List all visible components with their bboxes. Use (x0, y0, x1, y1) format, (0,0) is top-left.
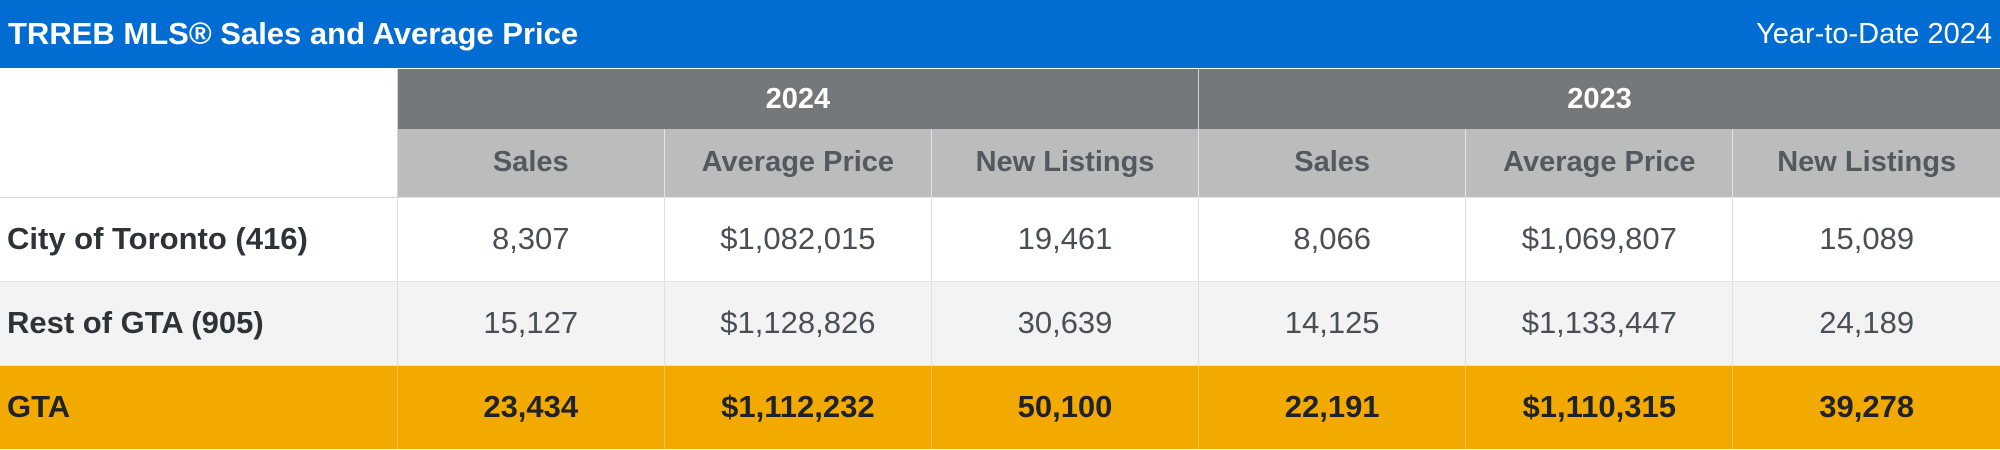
column-header-new-listings: New Listings (1732, 129, 2000, 197)
period-label: Year-to-Date 2024 (1756, 17, 1992, 50)
cell-new-listings-2023: 24,189 (1732, 280, 2000, 365)
column-header-average-price: Average Price (1465, 129, 1733, 197)
cell-sales-2023: 8,066 (1198, 196, 1466, 281)
metric-header-row: Sales Average Price New Listings Sales A… (0, 129, 2000, 197)
cell-average-price-2024: $1,082,015 (663, 196, 932, 281)
cell-new-listings-2024: 19,461 (930, 196, 1199, 281)
title-bar: TRREB MLS® Sales and Average Price Year-… (0, 0, 2000, 68)
cell-new-listings-2023: 15,089 (1732, 196, 2000, 281)
table-title: TRREB MLS® Sales and Average Price (8, 16, 579, 51)
cell-sales-2023: 14,125 (1198, 280, 1466, 365)
column-header-average-price: Average Price (663, 129, 932, 197)
cell-average-price-2024: $1,128,826 (663, 280, 932, 365)
year-header-2024: 2024 (396, 69, 1199, 129)
cell-average-price-2023: $1,110,315 (1465, 364, 1733, 449)
cell-sales-2023: 22,191 (1198, 364, 1466, 449)
cell-sales-2024: 15,127 (396, 280, 665, 365)
column-header-new-listings: New Listings (930, 129, 1199, 197)
cell-new-listings-2024: 50,100 (930, 364, 1199, 449)
corner-cell (0, 69, 398, 198)
row-label: GTA (0, 364, 398, 449)
cell-average-price-2023: $1,133,447 (1465, 280, 1733, 365)
cell-average-price-2024: $1,112,232 (663, 364, 932, 449)
sales-table: 2024 2023 Sales Average Price New Listin… (0, 69, 2000, 449)
column-header-sales: Sales (396, 129, 665, 197)
cell-new-listings-2023: 39,278 (1732, 364, 2000, 449)
column-header-sales: Sales (1198, 129, 1466, 197)
cell-sales-2024: 23,434 (396, 364, 665, 449)
table-row-city-of-toronto: City of Toronto (416) 8,307 $1,082,015 1… (0, 196, 2000, 281)
table-row-rest-of-gta: Rest of GTA (905) 15,127 $1,128,826 30,6… (0, 280, 2000, 365)
row-label: Rest of GTA (905) (0, 280, 398, 365)
table-row-gta-total: GTA 23,434 $1,112,232 50,100 22,191 $1,1… (0, 364, 2000, 449)
cell-average-price-2023: $1,069,807 (1465, 196, 1733, 281)
row-label: City of Toronto (416) (0, 196, 398, 281)
year-header-2023: 2023 (1198, 69, 2000, 129)
cell-sales-2024: 8,307 (396, 196, 665, 281)
cell-new-listings-2024: 30,639 (930, 280, 1199, 365)
year-header-row: 2024 2023 (0, 69, 2000, 198)
